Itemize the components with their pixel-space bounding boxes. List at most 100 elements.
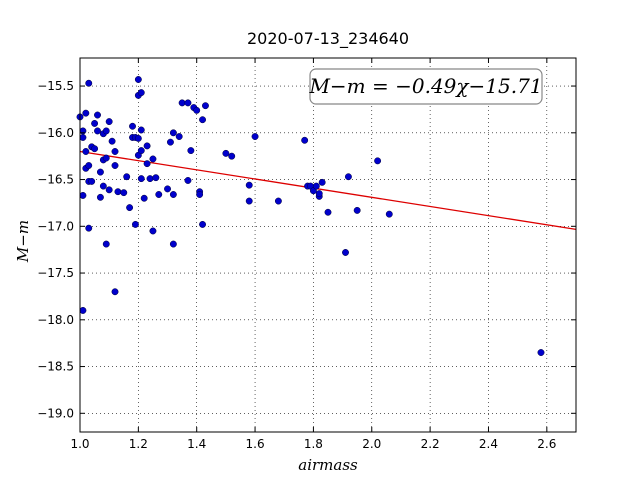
data-point [202,102,209,110]
data-point [344,173,352,181]
data-point [102,154,110,162]
data-point [149,227,157,235]
data-point [137,89,145,97]
data-point [79,134,87,141]
data-point [155,191,163,198]
data-point [134,76,142,83]
data-point [251,133,259,140]
x-tick-label: 2.2 [421,437,440,451]
data-point [187,147,195,155]
data-point [537,349,545,356]
data-point [324,208,332,216]
y-tick-label: −17.5 [37,266,74,280]
data-point [85,162,93,169]
x-tick-label: 1.4 [187,437,206,451]
data-point [82,109,90,117]
y-axis-label: M−m [14,220,32,263]
data-point [94,111,101,119]
data-point [120,189,128,197]
data-point [137,126,145,134]
data-point [169,191,177,198]
data-point [102,240,110,248]
data-point [126,204,134,212]
fit-line [79,150,577,231]
data-point [184,177,192,184]
y-tick-label: −16.5 [37,173,74,187]
data-point [105,118,113,126]
x-axis-label: airmass [298,456,358,474]
data-point [374,157,382,165]
data-point [312,182,320,190]
data-point [137,175,145,183]
x-tick-label: 2.0 [362,437,381,451]
data-point [301,136,309,144]
data-point [164,185,171,193]
data-point [342,249,349,256]
data-point [99,182,107,190]
data-point [111,162,119,169]
data-point [111,148,119,155]
axis-ticks [79,58,576,432]
data-points [76,76,545,356]
data-point [169,129,177,137]
data-point [166,138,174,146]
data-point [114,188,122,196]
data-point [143,142,151,150]
data-point [199,220,206,228]
data-point [245,197,253,205]
data-point [193,106,201,114]
y-tick-label: −15.5 [37,79,74,93]
x-tick-labels: 1.0 1.2 1.4 1.6 1.8 2.0 2.2 2.4 2.6 [70,437,556,451]
data-point [108,137,116,145]
data-point [385,210,393,218]
x-tick-label: 1.0 [70,437,89,451]
data-point [315,190,323,198]
annotation-text: M−m = −0.49χ−15.71 [308,74,542,98]
plot-frame [79,57,577,433]
data-point [149,155,157,163]
data-point [228,152,236,160]
data-point [94,127,101,135]
y-tick-label: −18.0 [37,313,74,327]
data-point [169,240,177,248]
data-point [152,174,160,182]
x-tick-label: 2.4 [479,437,498,451]
data-point [245,181,253,189]
data-point [123,173,131,181]
data-point [85,79,93,87]
y-tick-labels: −15.5 −16.0 −16.5 −17.0 −17.5 −18.0 −18.5 −19.0 [37,79,74,420]
data-point [175,133,183,140]
y-tick-label: −19.0 [37,406,74,420]
x-tick-label: 1.2 [129,437,148,451]
annotation-box [309,68,543,105]
data-point [105,186,113,194]
data-point [82,148,90,155]
data-point [140,194,148,202]
data-point [184,99,192,107]
data-point [102,127,110,135]
data-point [353,206,361,214]
data-point [131,220,139,228]
data-point [178,99,186,107]
data-point [129,122,136,130]
data-point [222,149,230,157]
data-point [146,175,154,183]
data-point [88,177,96,185]
data-point [196,191,204,198]
data-point [199,116,206,124]
data-point [91,120,99,127]
data-point [111,288,119,296]
data-point [79,191,87,199]
data-point [318,178,326,186]
y-tick-label: −17.0 [37,219,74,233]
y-tick-label: −18.5 [37,360,74,374]
x-tick-label: 1.6 [246,437,265,451]
x-tick-label: 1.8 [304,437,323,451]
data-point [137,147,145,155]
data-point [85,224,93,232]
y-tick-label: −16.0 [37,126,74,140]
equation-annotation: M−m = −0.49χ−15.71 [308,68,543,105]
data-point [91,145,99,153]
data-point [96,193,104,201]
